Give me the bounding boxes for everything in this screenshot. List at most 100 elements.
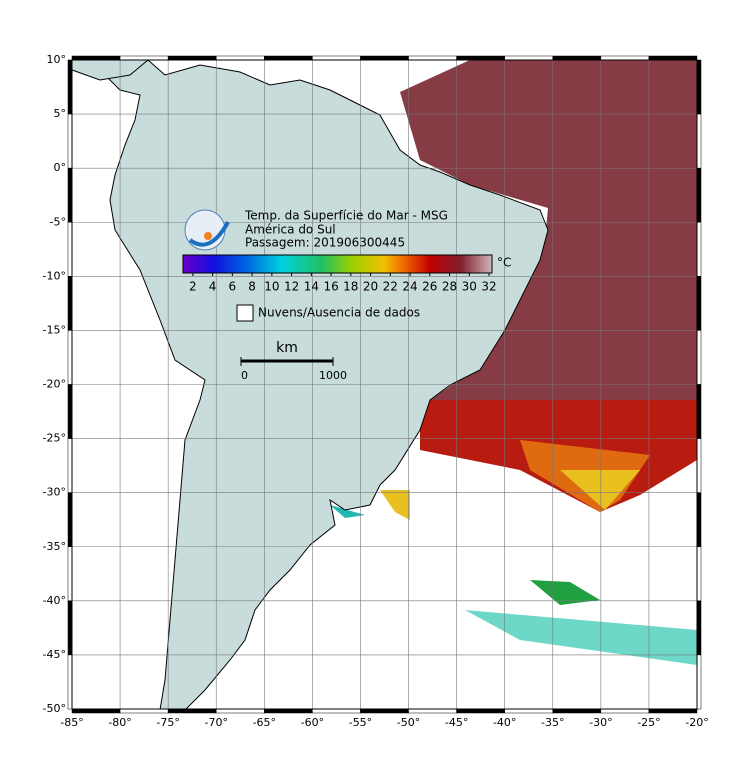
lat-tick-label: 5°	[54, 107, 67, 120]
frame-segment	[215, 55, 265, 61]
frame-segment	[167, 55, 217, 61]
frame-segment	[312, 55, 361, 61]
colorbar-tick-label: 26	[422, 280, 437, 294]
legend-label: Nuvens/Ausencia de dados	[258, 306, 420, 320]
frame-segment	[552, 708, 602, 714]
frame-segment	[648, 708, 698, 714]
legend-swatch	[236, 304, 254, 322]
frame-segment	[215, 708, 265, 714]
colorbar-tick-label: 12	[284, 280, 299, 294]
colorbar-tick-label: 10	[264, 280, 279, 294]
frame-segment	[67, 276, 73, 331]
lat-tick-label: -25°	[43, 432, 66, 445]
colorbar-tick-label: 16	[323, 280, 338, 294]
frame-segment	[696, 600, 702, 656]
frame-segment	[696, 438, 702, 493]
lon-tick-label: -55°	[349, 716, 372, 729]
colorbar-tick-label: 8	[248, 280, 256, 294]
lon-tick-label: -20°	[685, 716, 708, 729]
frame-segment	[167, 708, 217, 714]
lat-tick-label: -15°	[43, 323, 66, 336]
lat-tick-label: -30°	[43, 486, 66, 499]
lon-tick-label: -30°	[589, 716, 612, 729]
frame-segment	[67, 330, 73, 385]
grid	[67, 55, 702, 714]
frame-segment	[552, 55, 602, 61]
lon-tick-label: -70°	[204, 716, 227, 729]
lon-tick-label: -25°	[637, 716, 660, 729]
lat-tick-label: 0°	[54, 161, 67, 174]
frame-segment	[696, 59, 702, 115]
lat-tick-label: -35°	[43, 540, 66, 553]
colorbar-tick-label: 6	[229, 280, 237, 294]
frame-segment	[67, 600, 73, 656]
frame-segment	[67, 59, 73, 115]
lat-tick-label: -45°	[43, 648, 66, 661]
frame-segment	[456, 708, 505, 714]
frame-segment	[696, 654, 702, 710]
frame-segment	[119, 55, 169, 61]
scale-unit: km	[276, 340, 298, 356]
frame-segment	[600, 55, 650, 61]
frame-segment	[360, 55, 409, 61]
frame-segment	[67, 113, 73, 169]
lat-tick-label: -50°	[43, 702, 66, 715]
frame-segment	[67, 384, 73, 439]
lon-tick-label: -80°	[108, 716, 131, 729]
colorbar-tick-label: 32	[481, 280, 496, 294]
frame-segment	[648, 55, 698, 61]
frame-segment	[67, 654, 73, 710]
lon-tick-label: -35°	[541, 716, 564, 729]
frame-segment	[67, 167, 73, 223]
colorbar-tick-label: 4	[209, 280, 217, 294]
frame-segment	[264, 708, 313, 714]
frame-segment	[408, 55, 457, 61]
scale-label: 1000	[319, 369, 347, 382]
frame-segment	[408, 708, 457, 714]
frame-segment	[696, 276, 702, 331]
frame-segment	[119, 708, 169, 714]
frame-segment	[67, 438, 73, 493]
colorbar-tick-label: 2	[189, 280, 197, 294]
lat-tick-label: -5°	[50, 215, 66, 228]
frame-segment	[696, 546, 702, 602]
frame-segment	[67, 492, 73, 547]
lon-tick-label: -65°	[253, 716, 276, 729]
lon-tick-label: -85°	[60, 716, 83, 729]
colorbar-ramp	[182, 254, 493, 274]
colorbar-tick-label: 20	[363, 280, 378, 294]
title-line: Passagem: 201906300445	[245, 236, 405, 250]
frame-segment	[504, 708, 554, 714]
lon-tick-label: -40°	[493, 716, 516, 729]
scale-label: 0	[241, 369, 248, 382]
title-line: Temp. da Superfície do Mar - MSG	[244, 209, 448, 223]
frame-segment	[71, 708, 121, 714]
logo	[184, 209, 230, 251]
frame-segment	[456, 55, 505, 61]
frame-segment	[67, 546, 73, 602]
lon-tick-label: -60°	[301, 716, 324, 729]
frame-segment	[71, 55, 121, 61]
colorbar-tick-label: 18	[343, 280, 358, 294]
colorbar-unit: °C	[497, 256, 511, 270]
colorbar-tick-label: 24	[402, 280, 417, 294]
frame-segment	[696, 384, 702, 439]
lat-tick-label: -10°	[43, 269, 66, 282]
lat-tick-label: -20°	[43, 378, 66, 391]
frame-segment	[600, 708, 650, 714]
colorbar-tick-label: 22	[383, 280, 398, 294]
frame-segment	[696, 330, 702, 385]
frame-segment	[696, 113, 702, 169]
lat-tick-label: -40°	[43, 594, 66, 607]
frame-segment	[360, 708, 409, 714]
colorbar-tick-label: 28	[442, 280, 457, 294]
lat-tick-label: 10°	[47, 53, 67, 66]
colorbar-tick-label: 14	[304, 280, 319, 294]
scale-bar: 0 1000 km	[240, 340, 347, 382]
map-frame	[71, 59, 698, 710]
frame-segment	[696, 492, 702, 547]
frame-segment	[504, 55, 554, 61]
title-line: América do Sul	[245, 223, 336, 237]
